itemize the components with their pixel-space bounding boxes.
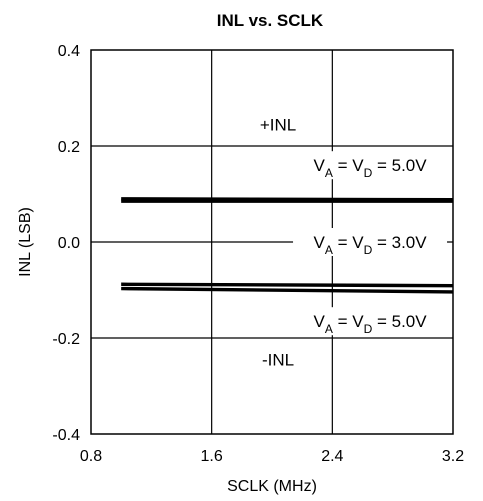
series-line [121,282,454,288]
annotation-neg-inl: -INL [262,351,294,370]
y-tick-labels: 0.4 0.2 0.0 -0.2 -0.4 [52,43,80,444]
y-tick-label: 0.0 [58,235,80,252]
annotation-va3: VA = VD = 3.0V [313,233,427,257]
x-axis-label: SCLK (MHz) [227,478,317,495]
annotation-background [293,307,448,336]
annotation-background [293,228,448,256]
annotation-pos-inl: +INL [260,115,296,134]
x-tick-label: 3.2 [442,448,464,465]
annotation-va5-top: VA = VD = 5.0V [313,156,427,180]
y-tick-label: 0.2 [58,139,80,156]
series-group [121,197,454,294]
y-axis-label: INL (LSB) [17,207,34,277]
x-tick-label: 0.8 [80,448,102,465]
y-tick-label: 0.4 [58,43,80,60]
annotation-va5-bot: VA = VD = 5.0V [313,312,427,336]
chart-title: INL vs. SCLK [217,11,324,30]
x-tick-labels: 0.8 1.6 2.4 3.2 [80,448,464,465]
x-tick-label: 1.6 [201,448,223,465]
y-tick-label: -0.2 [52,331,80,348]
x-tick-label: 2.4 [321,448,343,465]
annotation-background [293,151,448,180]
series-line [121,286,454,294]
y-tick-label: -0.4 [52,427,80,444]
plot-frame [90,49,454,435]
annotations-group: +INL VA = VD = 5.0V VA = VD = 3.0V VA = VD … [260,115,448,370]
